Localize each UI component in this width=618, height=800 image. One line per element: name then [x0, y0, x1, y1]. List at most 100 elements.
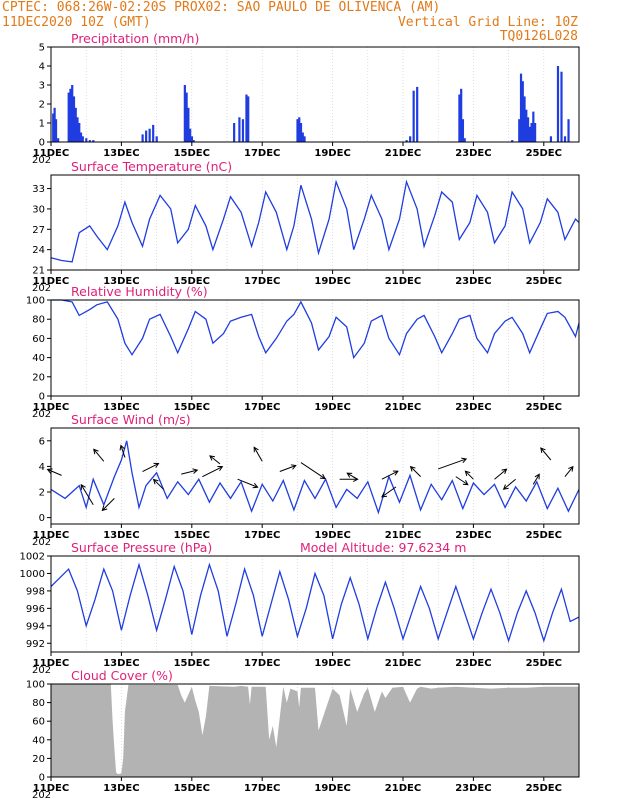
x-tick-label: 23DEC — [455, 783, 491, 794]
x-tick-label: 21DEC — [385, 148, 421, 159]
year-label-fragment: 202 — [32, 790, 51, 800]
x-tick-label: 13DEC — [103, 402, 139, 413]
x-tick-label: 19DEC — [314, 276, 350, 287]
precip-bar — [53, 107, 56, 142]
x-tick-label: 19DEC — [314, 148, 350, 159]
x-tick-label: 19DEC — [314, 658, 350, 669]
precip-bar — [299, 123, 303, 142]
wind-vector-arrow — [80, 483, 94, 506]
precip-bar — [145, 130, 148, 142]
wind-arrow-head — [568, 465, 574, 472]
x-tick-label: 19DEC — [314, 530, 350, 541]
x-tick-label: 17DEC — [244, 276, 280, 287]
panel-title: Surface Pressure (hPa) — [71, 540, 212, 555]
x-tick-label: 21DEC — [385, 658, 421, 669]
wind-vector-arrow — [119, 444, 126, 458]
wind-arrow-shaft — [80, 484, 94, 506]
wind-arrow-head — [534, 473, 540, 480]
wind-arrow-head — [540, 447, 546, 454]
precip-bar — [79, 132, 83, 142]
wind-arrow-shaft — [381, 486, 397, 498]
wind-vector-arrow — [181, 468, 199, 475]
precip-bar — [526, 117, 530, 142]
x-tick-label: 19DEC — [314, 783, 350, 794]
wind-arrow-head — [464, 470, 471, 477]
wind-arrow-head — [462, 479, 469, 486]
x-tick-label: 19DEC — [314, 402, 350, 413]
wind-arrow-shaft — [279, 465, 296, 472]
panel-frame — [50, 174, 580, 271]
precip-bar — [74, 107, 77, 142]
panel-cloud: 0 20 40 60 80 100 11DEC 13DEC 15DEC 17DEC 19DEC 21D… — [26, 668, 580, 800]
header-station: CPTEC: 068:26W-02:20S PROX02: SAO PAULO … — [2, 0, 440, 15]
wind-vector-arrow — [209, 455, 221, 465]
wind-arrow-shaft — [503, 478, 516, 490]
y-tick-label: 4 — [39, 62, 45, 73]
year-label-fragment: 202 — [32, 155, 51, 166]
y-tick-label: 80 — [32, 315, 45, 326]
precip-bar — [563, 136, 567, 142]
precip-bar — [189, 128, 192, 142]
cloud-cover-area — [51, 684, 579, 777]
x-tick-label: 13DEC — [103, 276, 139, 287]
y-tick-label: 2 — [39, 488, 45, 499]
precip-bar — [67, 92, 70, 142]
wind-arrow-shaft — [102, 498, 115, 511]
precip-bar — [416, 86, 419, 142]
wind-arrow-head — [461, 457, 468, 464]
wind-arrow-head — [501, 468, 508, 475]
x-tick-label: 15DEC — [174, 658, 210, 669]
x-tick-label: 15DEC — [174, 276, 210, 287]
panel-frame — [50, 299, 580, 397]
precip-bar — [88, 140, 91, 142]
x-tick-label: 25DEC — [526, 402, 562, 413]
y-tick-label: 0 — [39, 513, 45, 524]
x-tick-label: 11DEC — [33, 530, 69, 541]
precip-bar — [78, 123, 81, 142]
panel-frame — [50, 555, 580, 653]
wind-arrow-shaft — [153, 479, 164, 490]
wind-vector-arrow — [237, 478, 259, 489]
wind-series-line — [50, 440, 580, 515]
precip-bar — [69, 88, 72, 142]
precip-bar — [185, 92, 188, 142]
precip-bar — [298, 117, 301, 142]
wind-vector-arrow — [494, 468, 508, 480]
x-tick-label: 23DEC — [455, 148, 491, 159]
wind-arrow-head — [153, 462, 160, 468]
wind-arrow-shaft — [47, 468, 62, 476]
wind-arrow-shaft — [564, 466, 574, 477]
panel-rh: 0 20 40 60 80 100 11DEC 13DEC 15DEC 17DEC 19DEC 21D… — [26, 284, 580, 420]
precip-bar — [525, 109, 528, 142]
wind-arrow-shaft — [93, 448, 105, 462]
y-tick-label: 3 — [39, 81, 45, 92]
wind-vector-arrow — [564, 465, 574, 477]
panel-frame — [50, 427, 580, 525]
pres-series-line — [50, 562, 580, 643]
wind-arrow-shaft — [253, 447, 263, 462]
wind-arrow-head — [253, 446, 259, 453]
precip-bar — [72, 96, 76, 142]
y-tick-label: 994 — [26, 621, 45, 632]
y-tick-label: 21 — [32, 266, 45, 277]
x-tick-label: 11DEC — [33, 148, 69, 159]
wind-vector-arrow — [93, 448, 105, 462]
y-tick-label: 5 — [39, 43, 45, 54]
y-tick-label: 20 — [32, 372, 45, 383]
precip-bar — [556, 66, 560, 142]
precip-bar — [560, 71, 563, 142]
y-tick-label: 24 — [32, 245, 45, 256]
precip-bar — [57, 138, 60, 142]
panel-wind: 0 2 4 6 11DEC 13DEC 15DEC 17DEC 19DEC 21DEC 23DEC 2… — [32, 412, 580, 548]
wind-arrow-shaft — [120, 445, 126, 458]
wind-arrow-shaft — [381, 470, 399, 480]
wind-arrow-shaft — [410, 466, 421, 477]
precip-bar — [71, 85, 74, 142]
precip-bar — [233, 123, 236, 142]
precip-bar — [52, 113, 55, 142]
panel-title: Relative Humidity (%) — [71, 284, 208, 299]
wind-vector-arrow — [502, 478, 516, 490]
x-tick-label: 17DEC — [244, 148, 280, 159]
panel-precip: 0 1 2 3 4 5 11DEC 13DEC 15DEC 17DEC 19DEC 21DEC 23DE… — [32, 31, 580, 166]
y-tick-label: 40 — [32, 353, 45, 364]
